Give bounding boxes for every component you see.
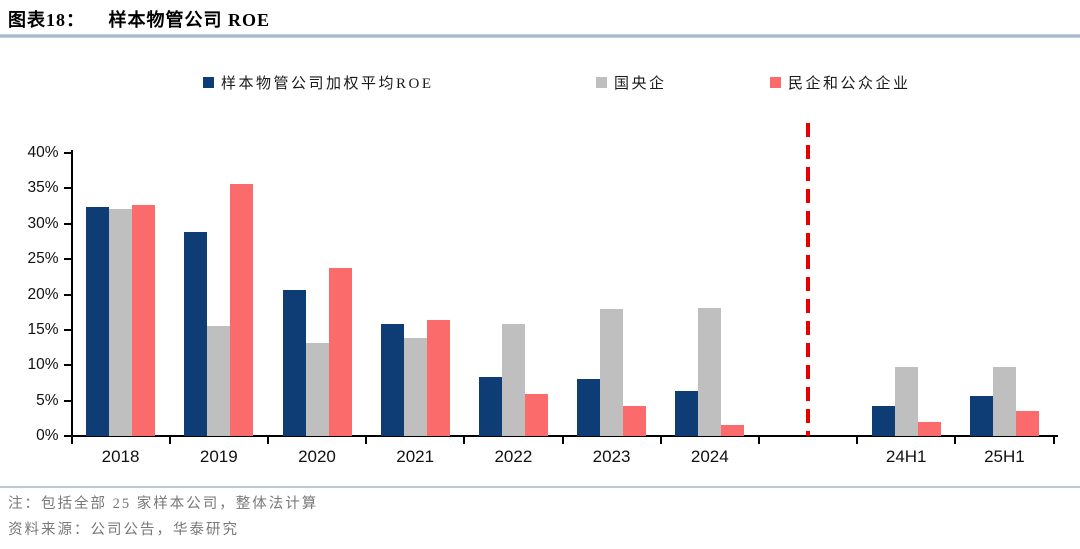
y-tick <box>63 258 71 261</box>
x-tick <box>659 437 662 444</box>
legend-item: 国央企 <box>596 72 667 92</box>
bar-navy <box>577 378 601 436</box>
x-tick <box>365 437 368 444</box>
y-tick <box>63 222 71 225</box>
bar-navy <box>871 406 895 436</box>
x-tick-label: 2020 <box>298 447 336 466</box>
bar-red <box>132 205 156 436</box>
bar-gray <box>992 366 1016 436</box>
bar-red <box>917 421 941 436</box>
x-tick-label: 2024 <box>690 447 729 466</box>
x-tick <box>463 437 466 444</box>
figure-number: 图表18： <box>8 10 85 30</box>
y-tick-label: 15% <box>27 320 59 338</box>
y-tick-label: 25% <box>27 250 59 268</box>
x-tick-label: 2019 <box>199 447 238 466</box>
x-tick <box>561 437 564 444</box>
y-tick <box>63 328 71 331</box>
x-axis-line <box>70 435 1058 437</box>
bar-gray <box>305 342 329 436</box>
x-tick-label: 2021 <box>396 447 435 466</box>
legend-label: 样本物管公司加权平均ROE <box>221 75 434 92</box>
bar-gray <box>109 208 133 436</box>
y-tick-label: 20% <box>27 285 59 303</box>
footnote: 注：包括全部 25 家样本公司，整体法计算 <box>8 496 319 512</box>
x-tick <box>70 437 73 444</box>
x-tick <box>954 437 957 444</box>
figure-title: 图表18： 样本物管公司 ROE <box>8 6 270 32</box>
source-note: 资料来源：公司公告，华泰研究 <box>8 522 239 538</box>
x-tick <box>168 437 171 444</box>
bar-red <box>721 425 745 436</box>
y-tick <box>63 435 71 437</box>
legend-label: 民企和公众企业 <box>788 75 911 92</box>
bar-gray <box>501 323 525 436</box>
footer-divider <box>0 486 1080 488</box>
bar-red <box>426 319 450 436</box>
bar-navy <box>184 232 208 436</box>
x-tick <box>266 437 269 444</box>
bar-red <box>524 394 548 436</box>
bar-gray <box>600 309 624 436</box>
y-tick-label: 35% <box>27 179 59 197</box>
y-tick <box>63 293 71 296</box>
bar-navy <box>675 390 699 436</box>
legend-item: 样本物管公司加权平均ROE <box>203 72 434 92</box>
bar-red <box>1015 410 1039 436</box>
bar-gray <box>894 366 918 436</box>
y-tick-label: 5% <box>36 391 59 409</box>
x-tick-label: 25H1 <box>984 447 1025 466</box>
forecast-divider-line <box>806 123 810 436</box>
x-tick <box>757 437 760 444</box>
y-tick <box>63 364 71 367</box>
bar-gray <box>698 307 722 436</box>
y-tick-label: 30% <box>27 214 59 232</box>
x-tick-label: 2018 <box>101 447 140 466</box>
legend-marker-icon <box>596 76 607 88</box>
y-tick-label: 40% <box>27 144 59 161</box>
x-tick <box>856 437 859 444</box>
bar-gray <box>403 337 427 436</box>
bar-navy <box>380 323 404 436</box>
y-tick-label: 10% <box>27 356 59 374</box>
y-tick <box>63 152 71 154</box>
y-tick <box>63 187 71 190</box>
legend-label: 国央企 <box>614 75 667 92</box>
legend-item: 民企和公众企业 <box>770 72 911 92</box>
bar-red <box>328 267 352 436</box>
bar-navy <box>969 396 993 436</box>
bar-navy <box>86 207 110 436</box>
bar-red <box>230 184 254 436</box>
legend-marker-icon <box>203 76 214 88</box>
bar-navy <box>282 289 306 436</box>
bar-gray <box>207 325 231 436</box>
bar-navy <box>478 376 502 436</box>
x-tick-label: 24H1 <box>885 447 927 466</box>
x-tick <box>1052 437 1055 444</box>
x-tick-label: 2023 <box>592 447 631 466</box>
x-tick-label: 2022 <box>494 447 533 466</box>
y-tick-label: 0% <box>36 427 59 444</box>
legend-marker-icon <box>770 76 781 88</box>
title-divider <box>0 34 1080 38</box>
y-axis-line <box>70 150 73 438</box>
bar-red <box>623 406 647 436</box>
figure-title-text: 样本物管公司 ROE <box>108 10 271 30</box>
legend: 样本物管公司加权平均ROE 国央企 民企和公众企业 <box>0 72 1080 92</box>
y-tick <box>63 399 71 402</box>
